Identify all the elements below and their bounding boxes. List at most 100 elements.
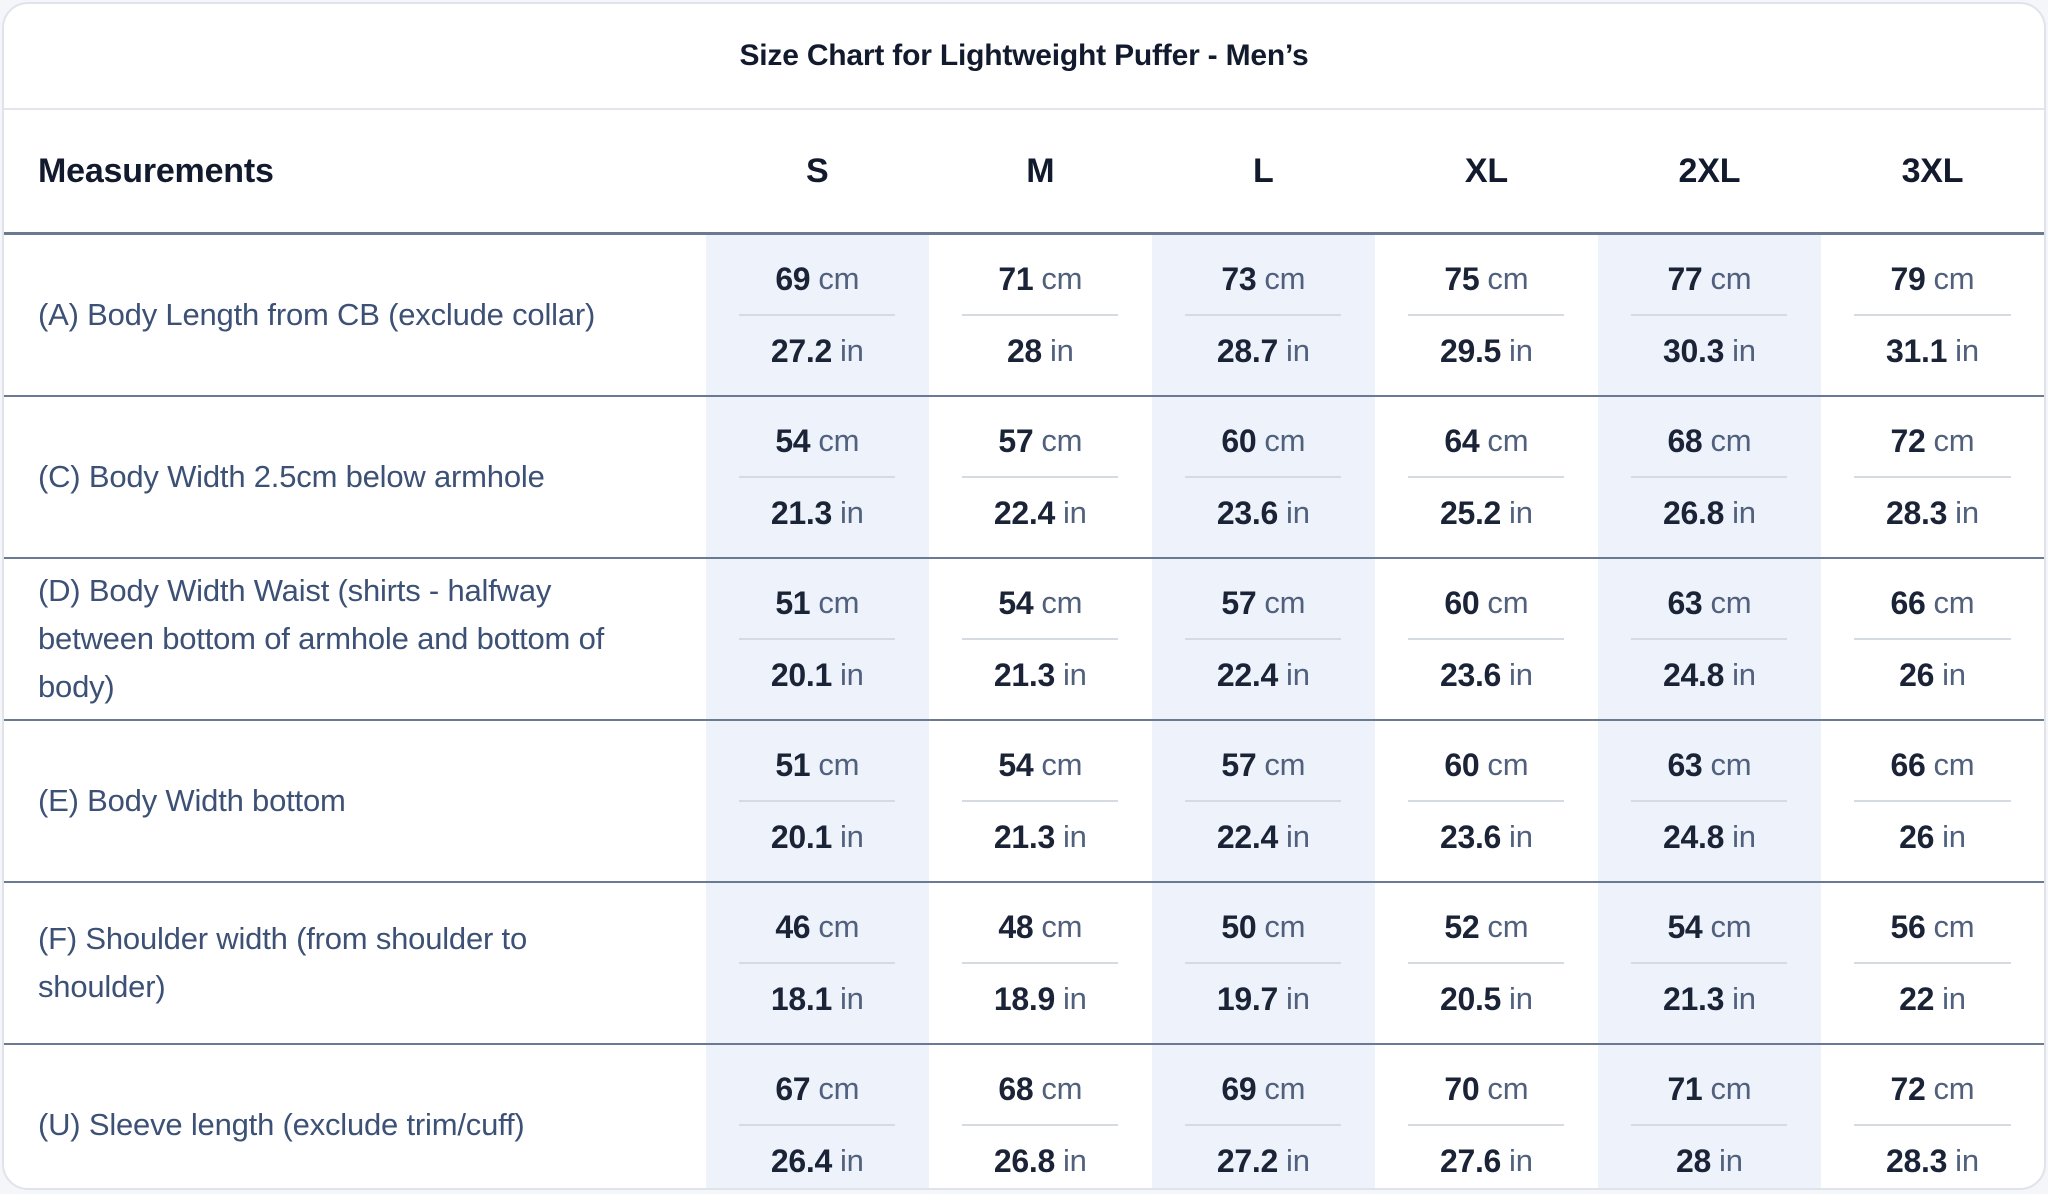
cm-value: 79 (1890, 260, 1926, 297)
in-value-line: 21.3 in (1598, 970, 1821, 1028)
in-value: 21.3 (770, 494, 832, 531)
column-header-size-2xl: 2XL (1597, 110, 1821, 234)
in-value: 28 (1676, 1142, 1712, 1179)
cm-value: 57 (1221, 584, 1257, 621)
table-row: (E) Body Width bottom 51 cm 20.1 in 54 c… (4, 720, 2044, 882)
in-value-line: 26 in (1821, 808, 2044, 866)
table-row: (C) Body Width 2.5cm below armhole 54 cm… (4, 396, 2044, 558)
cm-value: 63 (1667, 746, 1703, 783)
in-value-line: 20.5 in (1375, 970, 1598, 1028)
cm-unit: cm (1264, 585, 1306, 620)
column-header-measurements: Measurements (4, 110, 706, 234)
cm-value-line: 60 cm (1375, 736, 1598, 794)
cm-value-line: 57 cm (1152, 574, 1375, 632)
in-value-line: 26.8 in (929, 1132, 1152, 1188)
cell-divider (962, 962, 1119, 964)
size-value-cell: 68 cm 26.8 in (1597, 396, 1821, 558)
header-row: Measurements S M L XL 2XL 3XL (4, 110, 2044, 234)
cell-divider (962, 800, 1119, 802)
cm-value: 69 (1221, 1070, 1257, 1107)
size-value-cell: 60 cm 23.6 in (1151, 396, 1375, 558)
measurement-label: (A) Body Length from CB (exclude collar) (38, 296, 596, 332)
cm-value-line: 69 cm (706, 250, 929, 308)
size-value-cell: 64 cm 25.2 in (1375, 396, 1598, 558)
cell-divider (739, 638, 896, 640)
cell-divider (1631, 1124, 1788, 1126)
in-value: 18.1 (770, 980, 832, 1017)
in-value: 20.5 (1439, 980, 1502, 1017)
size-value-cell: 57 cm 22.4 in (929, 396, 1152, 558)
cell-divider (739, 476, 896, 478)
in-unit: in (1732, 333, 1756, 368)
size-value-cell: 63 cm 24.8 in (1597, 720, 1821, 882)
cm-value-line: 72 cm (1821, 412, 2044, 470)
cm-value: 51 (775, 746, 811, 783)
cm-unit: cm (1933, 585, 1975, 620)
cm-unit: cm (1487, 747, 1529, 782)
cm-value: 60 (1444, 584, 1480, 621)
in-value: 31.1 (1886, 332, 1948, 369)
cell-divider (1631, 800, 1788, 802)
cell-divider (1408, 476, 1565, 478)
cm-value: 71 (1667, 1070, 1703, 1107)
cm-value: 72 (1890, 422, 1926, 459)
cm-value: 67 (775, 1070, 811, 1107)
size-value-cell: 51 cm 20.1 in (705, 558, 929, 720)
in-value: 24.8 (1662, 818, 1725, 855)
in-value: 23.6 (1439, 818, 1502, 855)
cm-value-line: 71 cm (1598, 1060, 1821, 1118)
in-value-line: 26.4 in (706, 1132, 929, 1188)
cm-unit: cm (818, 261, 860, 296)
in-unit: in (839, 819, 864, 854)
cm-value-line: 71 cm (929, 250, 1152, 308)
cm-value-line: 63 cm (1598, 574, 1821, 632)
size-value-cell: 72 cm 28.3 in (1821, 396, 2044, 558)
in-unit: in (1062, 981, 1087, 1016)
cm-value: 60 (1444, 746, 1480, 783)
table-row: (D) Body Width Waist (shirts - halfway b… (4, 558, 2044, 720)
size-chart-table: Measurements S M L XL 2XL 3XL (A) Body L… (4, 110, 2044, 1188)
size-value-cell: 77 cm 30.3 in (1597, 233, 1821, 396)
cm-unit: cm (1264, 423, 1306, 458)
in-value: 27.2 (1216, 1142, 1279, 1179)
table-row: (U) Sleeve length (exclude trim/cuff) 67… (4, 1044, 2044, 1188)
in-unit: in (1732, 819, 1756, 854)
cell-divider (962, 314, 1119, 316)
in-value: 20.1 (770, 656, 832, 693)
size-value-cell: 52 cm 20.5 in (1375, 882, 1598, 1044)
in-unit: in (1942, 981, 1966, 1016)
cm-value-line: 63 cm (1598, 736, 1821, 794)
size-value-cell: 48 cm 18.9 in (929, 882, 1152, 1044)
in-value: 26.8 (993, 1142, 1055, 1179)
cell-divider (1631, 962, 1788, 964)
in-value-line: 21.3 in (929, 646, 1152, 704)
in-unit: in (1732, 657, 1756, 692)
cm-unit: cm (1041, 261, 1083, 296)
in-unit: in (1286, 819, 1310, 854)
cm-value-line: 66 cm (1821, 736, 2044, 794)
cm-value-line: 73 cm (1152, 250, 1375, 308)
cm-value-line: 51 cm (706, 574, 929, 632)
cm-value: 68 (998, 1070, 1034, 1107)
in-value-line: 21.3 in (706, 484, 929, 542)
in-unit: in (839, 981, 864, 1016)
size-value-cell: 60 cm 23.6 in (1375, 720, 1598, 882)
cm-value: 46 (775, 908, 811, 945)
cell-divider (1408, 314, 1565, 316)
in-value: 26 (1899, 818, 1935, 855)
cell-divider (739, 800, 896, 802)
in-unit: in (1286, 1143, 1310, 1178)
cm-unit: cm (1710, 909, 1752, 944)
in-value: 22.4 (1216, 818, 1279, 855)
cm-unit: cm (1933, 423, 1975, 458)
size-value-cell: 73 cm 28.7 in (1151, 233, 1375, 396)
in-unit: in (1509, 657, 1533, 692)
measurement-label: (C) Body Width 2.5cm below armhole (38, 458, 545, 494)
cell-divider (1408, 1124, 1565, 1126)
table-row: (A) Body Length from CB (exclude collar)… (4, 233, 2044, 397)
cell-divider (1631, 638, 1788, 640)
size-value-cell: 71 cm 28 in (929, 234, 1152, 397)
in-value: 26.8 (1662, 494, 1725, 531)
in-unit: in (1286, 495, 1310, 530)
in-unit: in (839, 657, 864, 692)
